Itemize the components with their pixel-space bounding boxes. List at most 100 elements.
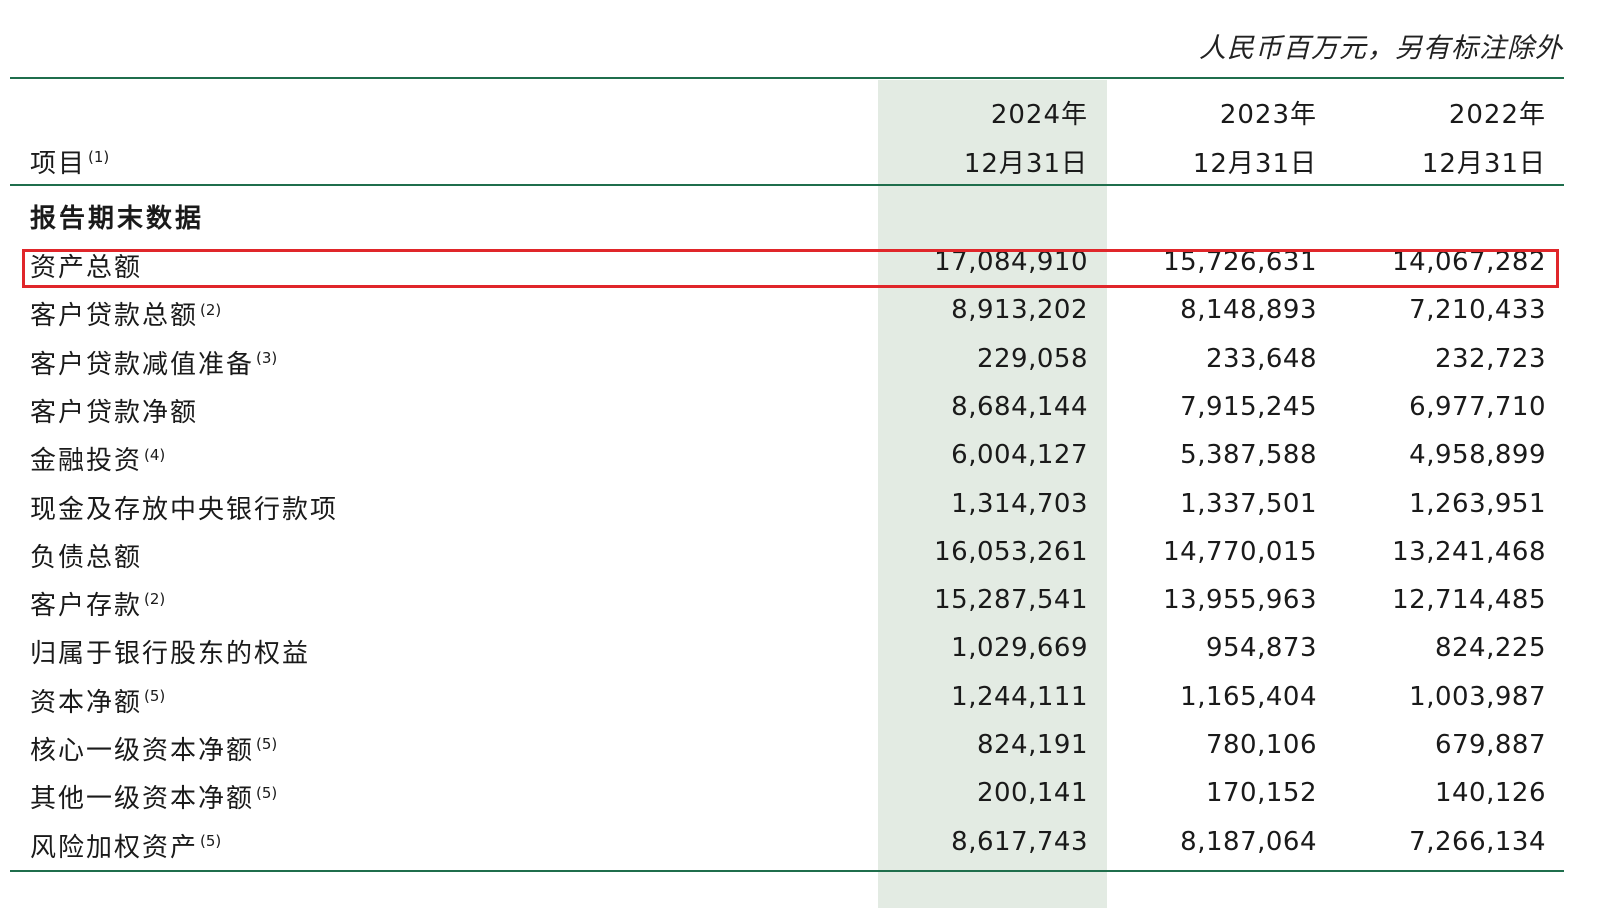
row-label-text: 资产总额 [30, 253, 143, 283]
row-value-2023: 14,770,015 [1163, 536, 1317, 567]
row-label-note: (5) [144, 687, 166, 706]
row-label: 风险加权资产 (5) [30, 827, 221, 864]
row-label: 客户存款 (2) [30, 585, 165, 622]
table-row: 金融投资 (4) 6,004,127 5,387,588 4,958,899 [0, 440, 1620, 488]
row-value-2022: 232,723 [1434, 343, 1546, 374]
row-label-note: (3) [256, 348, 278, 367]
row-label-text: 负债总额 [30, 542, 143, 573]
table-row: 负债总额 16,053,261 14,770,015 13,241,468 [0, 537, 1620, 585]
row-value-2024: 15,287,541 [934, 585, 1088, 616]
row-label-text: 现金及存放中央银行款项 [30, 494, 339, 525]
row-value-2023: 7,915,245 [1180, 391, 1317, 422]
row-label-text: 风险加权资产 [30, 832, 199, 863]
row-label-text: 客户贷款减值准备 [30, 349, 255, 380]
row-value-2022: 12,714,485 [1392, 585, 1546, 616]
row-label-note: (4) [144, 445, 166, 464]
row-value-2024: 6,004,127 [951, 440, 1088, 471]
item-column-header-text: 项目 [30, 149, 87, 179]
row-value-2024: 1,029,669 [951, 633, 1088, 664]
row-value-2023: 8,148,893 [1180, 295, 1317, 326]
row-label-note: (5) [256, 735, 278, 754]
section-title: 报告期末数据 [30, 204, 205, 234]
row-label: 归属于银行股东的权益 [30, 633, 310, 670]
row-value-2023: 5,387,588 [1180, 440, 1317, 471]
row-value-2022: 679,887 [1434, 730, 1546, 760]
highlighted-column-background [878, 80, 1107, 908]
table-row: 客户贷款净额 8,684,144 7,915,245 6,977,710 [0, 392, 1620, 440]
row-value-2024: 8,617,743 [951, 826, 1088, 857]
table-row: 客户贷款减值准备 (3) 229,058 233,648 232,723 [0, 344, 1620, 392]
row-label-text: 金融投资 [30, 446, 143, 477]
col-2023-date: 12月31日 [1192, 149, 1317, 179]
item-column-note: (1) [88, 148, 110, 167]
row-label: 客户贷款总额 (2) [30, 295, 221, 332]
row-value-2024: 229,058 [976, 343, 1088, 374]
unit-note: 人民币百万元，另有标注除外 [1199, 33, 1563, 64]
highlight-box [22, 249, 1559, 288]
row-value-2024: 16,053,261 [934, 536, 1088, 567]
row-label: 金融投资 (4) [30, 440, 165, 477]
row-value-2022: 6,977,710 [1409, 391, 1546, 422]
row-label: 客户贷款减值准备 (3) [30, 344, 277, 381]
row-value-2024: 1,244,111 [951, 681, 1088, 712]
table-bottom-rule [10, 870, 1564, 872]
row-label: 核心一级资本净额 (5) [30, 730, 277, 767]
col-2022-year: 2022年 [1448, 100, 1546, 130]
row-value-2023: 8,187,064 [1180, 826, 1317, 857]
col-2024-date: 12月31日 [963, 149, 1088, 179]
col-2024-year: 2024年 [990, 100, 1088, 130]
row-label-text: 核心一级资本净额 [30, 736, 255, 766]
row-value-2022: 1,003,987 [1409, 681, 1546, 712]
row-value-2022: 1,263,951 [1409, 488, 1546, 519]
row-label-note: (2) [144, 590, 166, 609]
row-value-2023: 15,726,631 [1163, 247, 1317, 277]
table-row: 核心一级资本净额 (5) 824,191 780,106 679,887 [0, 730, 1620, 778]
row-label-note: (5) [256, 783, 278, 802]
row-label-note: (5) [200, 831, 222, 850]
table-row: 资本净额 (5) 1,244,111 1,165,404 1,003,987 [0, 682, 1620, 730]
table-row: 风险加权资产 (5) 8,617,743 8,187,064 7,266,134 [0, 827, 1620, 875]
row-label: 其他一级资本净额 (5) [30, 778, 277, 815]
row-label-text: 客户贷款总额 [30, 301, 199, 332]
row-value-2022: 13,241,468 [1392, 536, 1546, 567]
row-value-2024: 17,084,910 [934, 247, 1088, 277]
row-label-text: 客户存款 [30, 591, 143, 622]
table-top-rule [10, 77, 1564, 79]
row-value-2024: 824,191 [976, 730, 1088, 760]
col-2023-year: 2023年 [1219, 100, 1317, 130]
row-value-2023: 170,152 [1205, 778, 1317, 809]
item-column-header: 项目 (1) [30, 143, 109, 180]
row-label: 资本净额 (5) [30, 682, 165, 719]
table-row: 归属于银行股东的权益 1,029,669 954,873 824,225 [0, 633, 1620, 681]
row-label: 负债总额 [30, 537, 142, 574]
row-label: 资产总额 [30, 247, 142, 284]
row-label-text: 其他一级资本净额 [30, 784, 255, 815]
row-value-2024: 1,314,703 [951, 488, 1088, 519]
row-label: 客户贷款净额 [30, 392, 198, 429]
col-2022-date: 12月31日 [1421, 149, 1546, 179]
row-value-2022: 824,225 [1434, 633, 1546, 664]
row-label: 现金及存放中央银行款项 [30, 489, 338, 526]
table-row: 其他一级资本净额 (5) 200,141 170,152 140,126 [0, 778, 1620, 826]
table-row: 客户贷款总额 (2) 8,913,202 8,148,893 7,210,433 [0, 295, 1620, 343]
row-value-2024: 8,684,144 [951, 391, 1088, 422]
row-label-text: 资本净额 [30, 687, 143, 718]
table-row: 现金及存放中央银行款项 1,314,703 1,337,501 1,263,951 [0, 489, 1620, 537]
row-value-2023: 1,165,404 [1180, 681, 1317, 712]
row-value-2023: 13,955,963 [1163, 585, 1317, 616]
row-label-note: (2) [200, 300, 222, 319]
row-label-text: 客户贷款净额 [30, 397, 199, 428]
row-value-2022: 4,958,899 [1409, 440, 1546, 471]
row-value-2022: 140,126 [1434, 778, 1546, 809]
row-value-2024: 8,913,202 [951, 295, 1088, 326]
row-value-2024: 200,141 [976, 778, 1088, 809]
table-header-rule [10, 184, 1564, 186]
row-value-2022: 7,210,433 [1409, 295, 1546, 326]
row-value-2023: 780,106 [1205, 730, 1317, 760]
row-label-text: 归属于银行股东的权益 [30, 639, 311, 670]
row-value-2022: 14,067,282 [1392, 247, 1546, 277]
row-value-2023: 1,337,501 [1180, 488, 1317, 519]
row-value-2023: 233,648 [1205, 343, 1317, 374]
table-row: 客户存款 (2) 15,287,541 13,955,963 12,714,485 [0, 585, 1620, 633]
row-value-2023: 954,873 [1205, 633, 1317, 664]
